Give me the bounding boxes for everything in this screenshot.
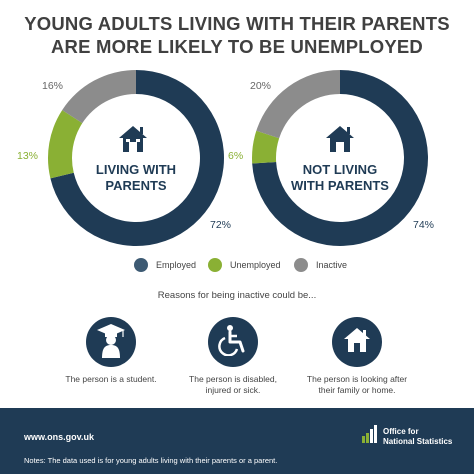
- center-label-not-living-with-parents: NOT LIVING WITH PARENTS: [280, 162, 400, 194]
- ons-logo-icon: [361, 424, 379, 449]
- reason-text-home: The person is looking after their family…: [287, 374, 427, 396]
- pct-label-employed-right: 74%: [413, 219, 435, 231]
- reason-line: The person is a student.: [65, 374, 157, 384]
- center-label-line-2: WITH PARENTS: [291, 178, 389, 193]
- footer-note: Notes: The data used is for young adults…: [24, 456, 278, 465]
- donut-chart-living-with-parents: [48, 70, 225, 246]
- center-label-line-1: LIVING WITH: [95, 162, 177, 177]
- title-line-1: YOUNG ADULTS LIVING WITH THEIR PARENTS: [24, 13, 450, 34]
- reason-text-student: The person is a student.: [41, 374, 181, 385]
- student-icon: [96, 322, 126, 363]
- reasons-title: Reasons for being inactive could be...: [157, 290, 317, 301]
- house-icon: [116, 124, 150, 159]
- page-title: YOUNG ADULTS LIVING WITH THEIR PARENTS A…: [0, 12, 474, 58]
- center-label-line-1: NOT LIVING: [302, 162, 378, 177]
- donut-slice-inactive: [62, 70, 137, 124]
- legend-dot-employed: [134, 258, 148, 272]
- legend-label-employed: Employed: [156, 260, 197, 270]
- ons-org-line-1: Office for: [383, 427, 419, 436]
- ons-logo-text: Office for National Statistics: [383, 427, 452, 446]
- donut-slice-unemployed: [48, 110, 83, 179]
- title-line-2: ARE MORE LIKELY TO BE UNEMPLOYED: [50, 36, 423, 57]
- pct-label-inactive-right: 20%: [250, 80, 272, 92]
- center-label-line-2: PARENTS: [105, 178, 167, 193]
- donut-slice-unemployed: [252, 130, 280, 164]
- pct-label-employed-left: 72%: [210, 219, 232, 231]
- reason-line: injured or sick.: [205, 385, 261, 395]
- website-link[interactable]: www.ons.gov.uk: [24, 432, 95, 442]
- pct-label-unemployed-right: 6%: [228, 150, 244, 162]
- pct-label-unemployed-left: 13%: [17, 150, 39, 162]
- legend-label-inactive: Inactive: [316, 260, 348, 270]
- footer: www.ons.gov.uk Notes: The data used is f…: [0, 408, 474, 474]
- pct-label-inactive-left: 16%: [42, 80, 64, 92]
- legend-item-unemployed: Unemployed: [208, 258, 281, 272]
- legend-item-inactive: Inactive: [294, 258, 347, 272]
- reason-student: [86, 317, 136, 367]
- ons-org-line-2: National Statistics: [383, 436, 453, 446]
- legend-dot-unemployed: [208, 258, 222, 272]
- house-icon: [342, 326, 372, 359]
- reason-text-disabled: The person is disabled, injured or sick.: [163, 374, 303, 396]
- ons-logo: Office for National Statistics: [361, 424, 452, 449]
- reason-line: their family or home.: [318, 385, 396, 395]
- legend-dot-inactive: [294, 258, 308, 272]
- reason-home: [332, 317, 382, 367]
- legend-label-unemployed: Unemployed: [230, 260, 281, 270]
- reason-line: The person is looking after: [306, 374, 408, 384]
- reason-line: The person is disabled,: [189, 374, 277, 384]
- reason-disabled: [208, 317, 258, 367]
- center-label-living-with-parents: LIVING WITH PARENTS: [76, 162, 196, 194]
- house-icon: [323, 124, 357, 159]
- donut-slice-inactive: [256, 70, 340, 139]
- legend-item-employed: Employed: [134, 258, 196, 272]
- donut-chart-not-living-with-parents: [252, 70, 428, 246]
- legend: Employed Unemployed Inactive: [0, 258, 474, 278]
- wheelchair-icon: [218, 324, 248, 361]
